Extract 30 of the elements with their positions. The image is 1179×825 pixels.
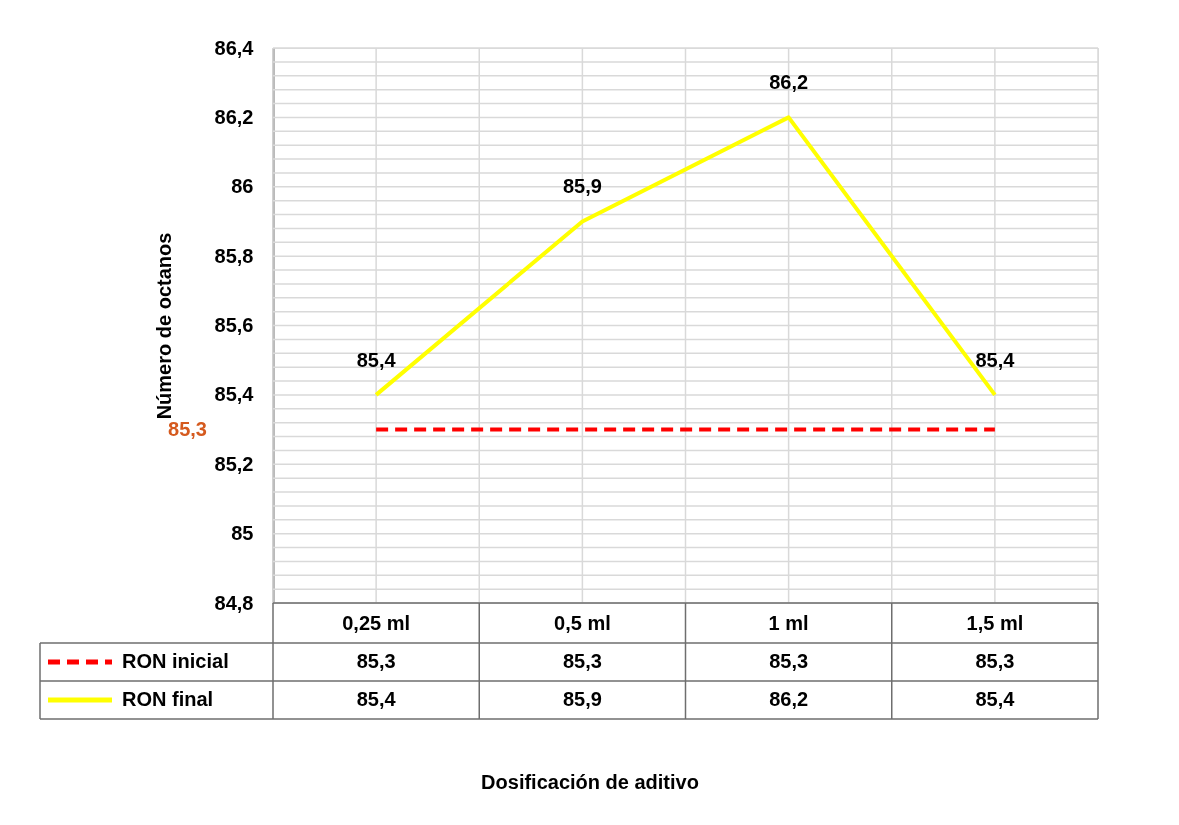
text: 85,3	[168, 418, 207, 440]
text: 85,4	[975, 348, 1015, 371]
data-label: 85,3	[356, 650, 396, 672]
data-label: 85,4	[975, 688, 1016, 710]
x-tick-label: 1 ml	[768, 612, 809, 634]
legend-label: RON final	[122, 688, 214, 710]
x-tick-label: 1,5 ml	[966, 612, 1024, 634]
x-tick-label: 0,5 ml	[554, 612, 611, 634]
data-label: 85,3	[975, 650, 1015, 672]
text: 86,2	[769, 71, 809, 94]
text: Dosificación de aditivo	[481, 771, 699, 793]
data-label: 85,4	[356, 688, 397, 710]
legend-label: RON inicial	[122, 650, 229, 672]
y-tick-label: 85,4	[214, 383, 255, 406]
y-tick-label: 85	[231, 522, 254, 545]
x-tick-label: 0,25 ml	[342, 612, 411, 634]
y-tick-label: 86	[231, 175, 254, 198]
y-tick-label: 84,8	[214, 591, 254, 614]
data-label: 85,3	[769, 650, 809, 672]
y-tick-label: 85,2	[214, 452, 254, 475]
y-tick-label: 86,2	[214, 105, 254, 128]
y-tick-label: 85,6	[214, 314, 254, 336]
data-label: 86,2	[769, 688, 809, 710]
y-tick-label: 85,8	[214, 244, 254, 267]
text: 85,9	[562, 175, 602, 198]
data-label: 85,3	[562, 650, 602, 672]
text: 85,4	[356, 348, 396, 371]
y-axis-title: Número de octanos	[152, 232, 175, 420]
data-label: 85,9	[562, 688, 602, 710]
y-tick-label: 86,4	[214, 36, 255, 59]
